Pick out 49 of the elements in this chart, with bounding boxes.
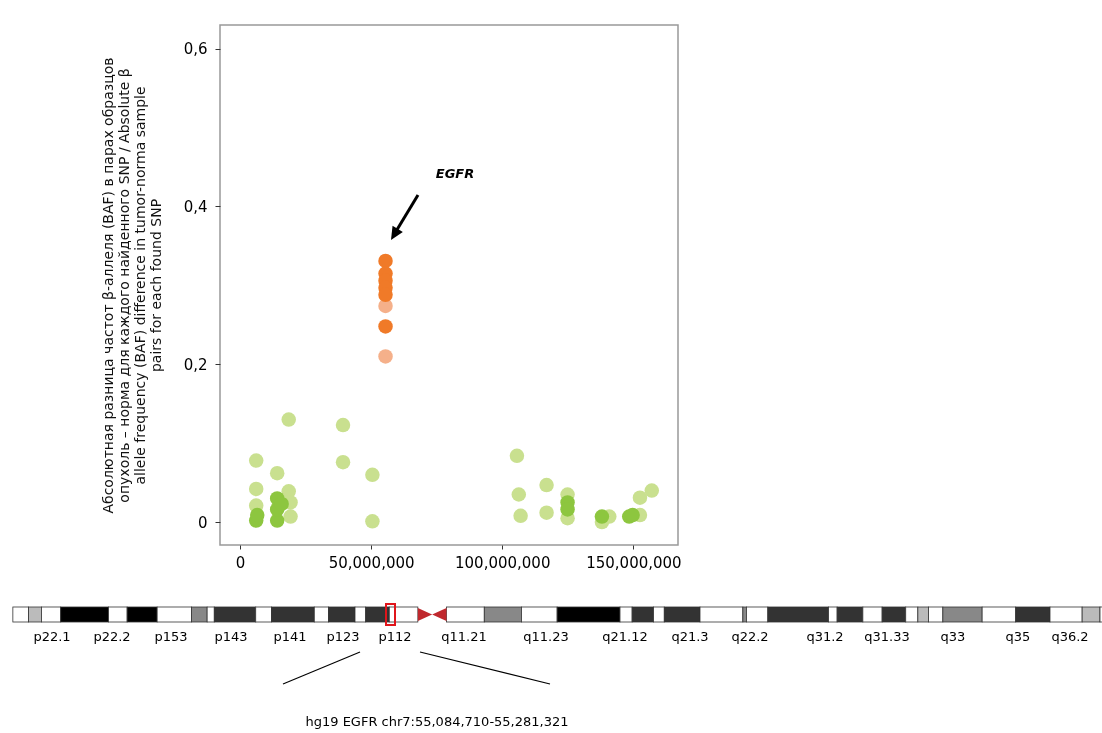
text: hg19 EGFR chr7:55,084,710-55,281,321 [305, 714, 569, 729]
text: p22.1 [33, 629, 71, 644]
text: p141 [273, 629, 307, 644]
point [509, 448, 525, 464]
point [632, 490, 648, 505]
point [513, 508, 528, 524]
point [281, 412, 296, 427]
point [365, 514, 380, 529]
text: q21.3 [671, 629, 709, 644]
point [511, 487, 527, 502]
point [248, 481, 264, 497]
x-tick-label: 100,000,000 [455, 553, 551, 572]
y-tick-label: 0,4 [183, 197, 208, 216]
text: q31.33 [864, 629, 910, 644]
point [594, 509, 610, 524]
text: p153 [154, 629, 188, 644]
point [539, 505, 554, 520]
point [378, 253, 393, 269]
point [335, 417, 351, 433]
annotation: EGFR [435, 166, 475, 181]
text: p22.2 [93, 629, 131, 644]
point [378, 319, 393, 334]
y-axis-title: Абсолютная разница частот β-аллеля (BAF) в парах образцов опухоль – норма для каждого найденного SNP / Absolute β allele frequency (BAF) difference in tumor-norma sample pairs for each found SNP [99, 57, 164, 514]
point [625, 507, 640, 523]
text: q31.2 [806, 629, 844, 644]
text: q22.2 [731, 629, 769, 644]
x-tick-label: 0 [235, 553, 246, 572]
point [378, 349, 393, 364]
point [365, 467, 380, 482]
point [283, 509, 298, 524]
x-tick-label: 150,000,000 [586, 553, 682, 572]
text: q33 [940, 629, 966, 644]
y-tick-label: 0,6 [183, 40, 208, 59]
text: p143 [214, 629, 248, 644]
text: p123 [326, 629, 360, 644]
text: p112 [378, 629, 412, 644]
text: q11.23 [523, 629, 569, 644]
text: q11.21 [441, 629, 487, 644]
point [269, 465, 285, 481]
text: q21.12 [602, 629, 648, 644]
x-tick-label: 50,000,000 [328, 553, 415, 572]
point [335, 454, 351, 470]
text: q35 [1005, 629, 1031, 644]
point [644, 483, 660, 498]
point [248, 453, 264, 468]
y-tick-label: 0,2 [183, 355, 208, 374]
point [539, 477, 554, 493]
text: q36.2 [1051, 629, 1089, 644]
y-tick-label: 0 [197, 513, 208, 532]
